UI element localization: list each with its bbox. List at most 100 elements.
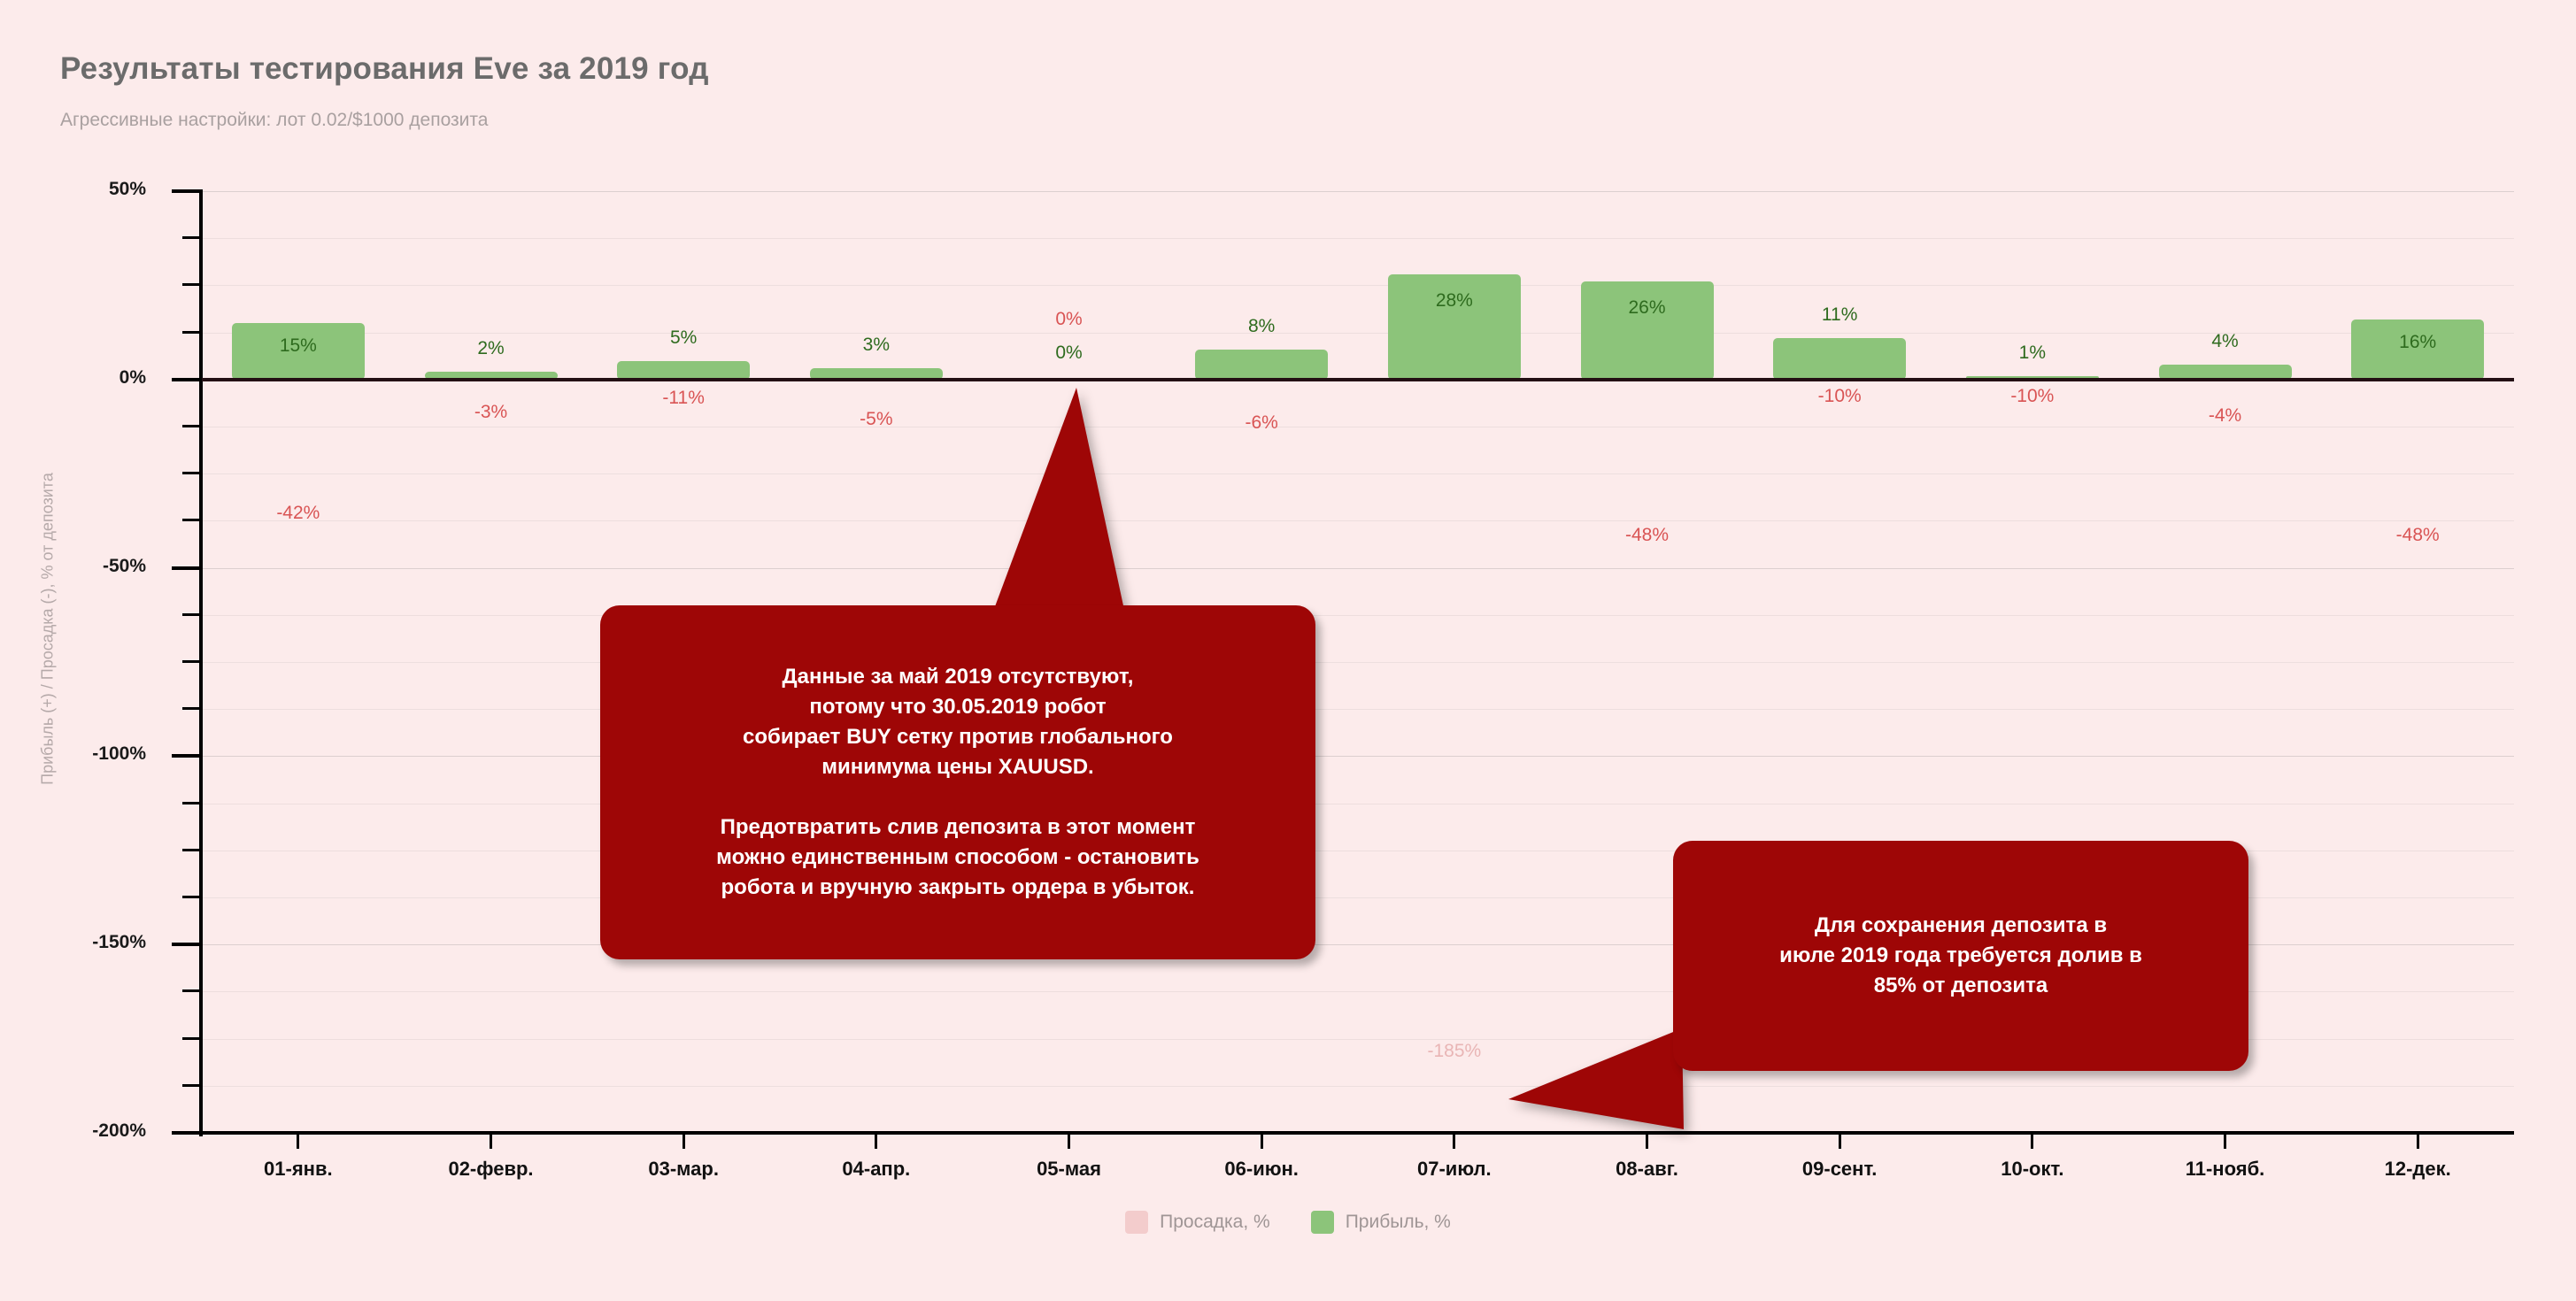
x-axis-spine	[202, 1131, 2514, 1135]
y-axis-tick-label: -150%	[92, 932, 146, 953]
gridline	[202, 238, 2514, 240]
bar-profit	[1387, 273, 1521, 380]
y-axis-tick	[182, 1036, 202, 1040]
bar-label-profit: 26%	[1628, 297, 1666, 319]
bar-label-profit: 5%	[669, 327, 698, 348]
bar-label-profit: 28%	[1435, 289, 1473, 311]
x-axis-tick	[1068, 1133, 1070, 1149]
chart-legend: Просадка, % Прибыль, %	[0, 1211, 2576, 1234]
y-axis-tick	[182, 236, 202, 240]
x-axis-tick-label: 09-сент.	[1801, 1158, 1878, 1180]
y-axis-tick	[182, 660, 202, 663]
x-axis-tick-label: 12-дек.	[2384, 1158, 2451, 1180]
y-axis-tick	[172, 943, 202, 947]
zero-line	[202, 377, 2514, 381]
bar-label-profit: 15%	[279, 335, 317, 356]
y-axis-tick-label: 0%	[119, 366, 146, 388]
bar-profit	[1195, 349, 1329, 380]
y-axis-tick-label: -100%	[92, 743, 146, 765]
bar-label-drawdown: -4%	[2208, 404, 2242, 426]
bar-label-drawdown: -5%	[860, 409, 893, 430]
gridline	[202, 944, 2514, 946]
x-axis-tick-label: 02-февр.	[448, 1158, 534, 1180]
y-axis-spine	[199, 189, 203, 1136]
x-axis-tick	[2031, 1133, 2034, 1149]
gridline	[202, 709, 2514, 711]
x-axis-tick	[1260, 1133, 1263, 1149]
bar-label-profit: 4%	[2211, 330, 2239, 351]
y-axis-tick	[182, 896, 202, 898]
legend-swatch-icon	[1310, 1211, 1334, 1234]
gridline	[202, 473, 2514, 475]
legend-label: Просадка, %	[1160, 1212, 1270, 1232]
y-axis-tick-label: -200%	[92, 1120, 146, 1141]
x-axis-tick-label: 10-окт.	[2001, 1158, 2064, 1180]
y-axis-tick	[172, 377, 202, 381]
legend-item-drawdown[interactable]: Просадка, %	[1125, 1211, 1270, 1234]
gridline	[202, 897, 2514, 898]
legend-item-profit[interactable]: Прибыль, %	[1310, 1211, 1451, 1234]
bar-label-drawdown: -185%	[1427, 1041, 1482, 1062]
bar-profit	[1580, 281, 1714, 380]
y-axis-tick	[172, 566, 202, 570]
x-axis-tick-label: 07-июл.	[1417, 1158, 1492, 1180]
y-axis-tick	[182, 425, 202, 427]
x-axis-tick	[1453, 1133, 1456, 1149]
y-axis-tick	[182, 330, 202, 334]
bar-label-profit: 8%	[1247, 315, 1276, 336]
bar-label-drawdown: -48%	[2395, 525, 2440, 546]
plot-area	[202, 191, 2514, 1134]
bar-label-drawdown: -10%	[1817, 386, 1862, 407]
y-axis-tick	[182, 283, 202, 287]
x-axis-tick-label: 06-июн.	[1224, 1158, 1299, 1180]
bar-label-drawdown: -6%	[1245, 412, 1278, 434]
bar-label-profit: 1%	[2018, 342, 2047, 363]
bar-label-drawdown: -3%	[474, 401, 508, 422]
gridline	[202, 1085, 2514, 1087]
bar-profit	[809, 368, 943, 380]
callout-text: Данные за май 2019 отсутствуют, потому ч…	[716, 664, 1199, 900]
y-axis-tick	[182, 848, 202, 851]
y-axis-tick	[182, 801, 202, 804]
gridline	[202, 756, 2514, 758]
y-axis-tick-label: -50%	[102, 555, 146, 576]
page-title: Результаты тестирования Eve за 2019 год	[60, 51, 709, 86]
x-axis-tick	[682, 1133, 685, 1149]
y-axis-tick	[182, 707, 202, 711]
x-axis-tick	[297, 1133, 300, 1149]
y-axis-tick	[172, 189, 202, 193]
bar-profit	[1773, 337, 1907, 380]
x-axis-tick-label: 08-авг.	[1616, 1158, 1678, 1180]
y-axis-tick-label: 50%	[108, 179, 146, 199]
bar-label-profit: 3%	[862, 335, 891, 356]
gridline	[202, 662, 2514, 663]
y-axis-tick	[182, 519, 202, 522]
x-axis-tick-label: 01-янв.	[264, 1158, 333, 1180]
gridline	[202, 614, 2514, 616]
page-subtitle: Агрессивные настройки: лот 0.02/$1000 де…	[60, 110, 489, 130]
bar-label-profit: 11%	[1821, 304, 1858, 325]
gridline	[202, 520, 2514, 522]
bar-label-drawdown: 0%	[1055, 308, 1083, 329]
callout-tail-july	[1508, 1028, 1684, 1129]
x-axis-tick-label: 11-нояб.	[2185, 1158, 2265, 1180]
x-axis-tick	[1646, 1133, 1648, 1149]
y-axis-tick	[182, 1083, 202, 1087]
gridline	[202, 567, 2514, 569]
bar-profit	[617, 360, 751, 380]
bar-profit	[231, 322, 365, 380]
callout-text: Для сохранения депозита в июле 2019 года…	[1779, 912, 2142, 998]
x-axis-tick-label: 03-мар.	[648, 1158, 719, 1180]
bar-label-drawdown: -42%	[276, 502, 320, 523]
y-axis-tick	[182, 612, 202, 616]
y-axis-tick	[182, 472, 202, 475]
bar-label-drawdown: -10%	[2010, 386, 2055, 407]
gridline	[202, 1038, 2514, 1040]
x-axis-tick	[875, 1133, 878, 1149]
bar-profit	[424, 372, 558, 380]
x-axis-tick	[490, 1133, 492, 1149]
x-axis-tick	[2416, 1133, 2419, 1149]
y-axis-tick	[182, 989, 202, 993]
legend-label: Прибыль, %	[1345, 1212, 1451, 1232]
gridline	[202, 332, 2514, 334]
